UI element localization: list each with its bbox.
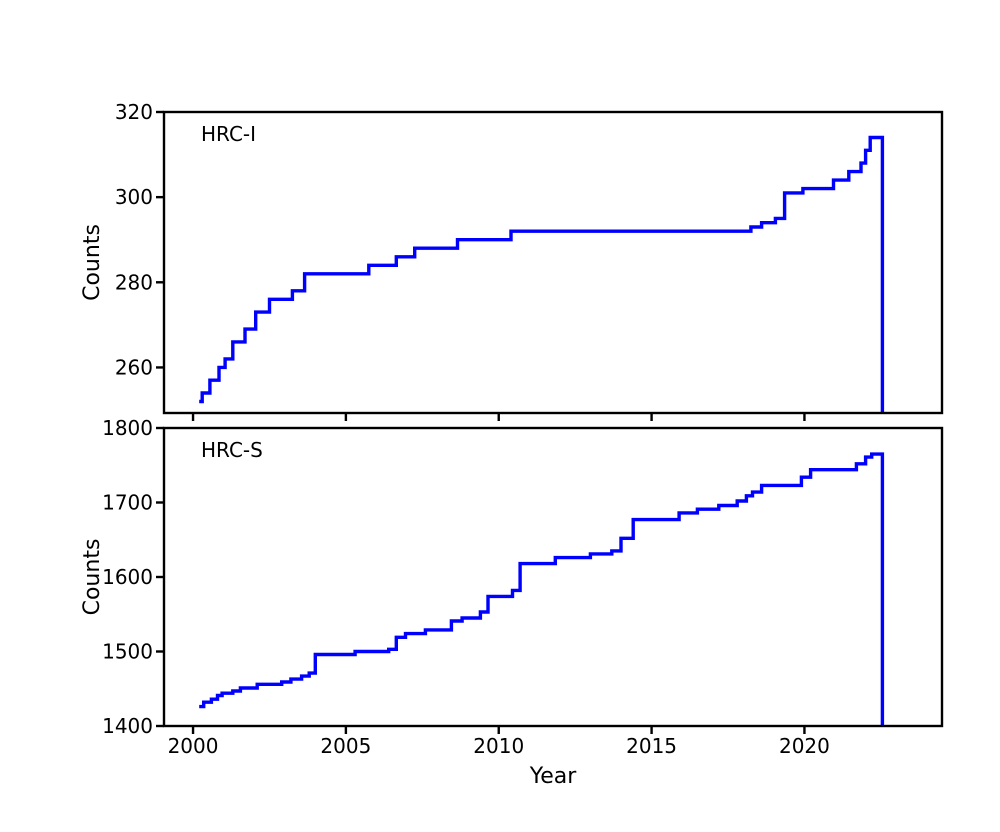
panel-label-hrc-s: HRC-S [201, 438, 263, 462]
panel-hrc-i: 260 280 300 320 HRC-I Counts [80, 100, 944, 421]
y-axis-label: Counts [80, 224, 105, 301]
y-tick-label: 320 [115, 100, 153, 124]
y-tick-label: 1400 [102, 714, 153, 738]
figure: 260 280 300 320 HRC-I Counts 2000 2005 2010 2015 2… [40, 16, 1000, 816]
axes-frame [162, 426, 944, 728]
x-tick-label: 2000 [168, 734, 219, 758]
y-tick-label: 1700 [102, 491, 153, 515]
y-tick-label: 1500 [102, 640, 153, 664]
panel-hrc-s: 2000 2005 2010 2015 2020 1400 1500 1600 1700 1800… [80, 416, 944, 789]
x-axis-label: Year [529, 764, 578, 789]
x-tick-label: 2020 [779, 734, 830, 758]
x-tick-label: 2010 [473, 734, 524, 758]
y-tick-label: 1600 [102, 565, 153, 589]
y-tick-label: 1800 [102, 416, 153, 440]
x-tick-label: 2015 [626, 734, 677, 758]
y-tick-label: 300 [115, 185, 153, 209]
x-tick-label: 2005 [320, 734, 371, 758]
axes-frame [162, 110, 944, 415]
panel-label-hrc-i: HRC-I [201, 122, 256, 146]
data-line-hrc-s [199, 452, 885, 726]
data-line-hrc-i [199, 135, 885, 413]
y-tick-label: 260 [115, 355, 153, 379]
y-axis-label: Counts [80, 539, 105, 616]
y-tick-label: 280 [115, 270, 153, 294]
